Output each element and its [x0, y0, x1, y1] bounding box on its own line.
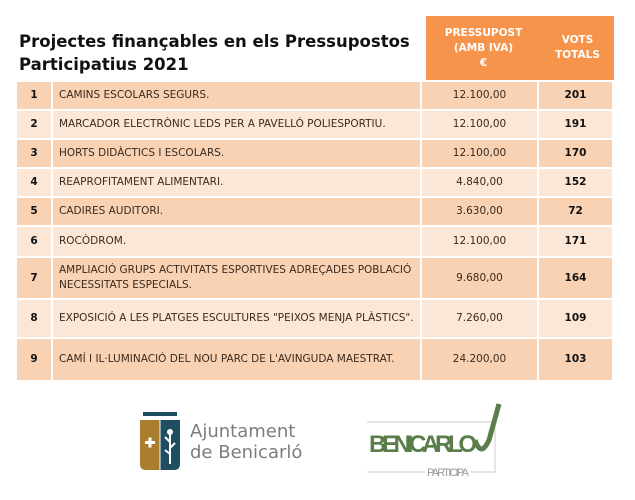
header-budget-line: PRESSUPOST — [444, 26, 523, 39]
table-row: 6 ROCÒDROM. 12.100,00 171 — [15, 225, 614, 258]
project-votes: 72 — [537, 196, 614, 227]
logo-text: Ajuntament — [190, 421, 296, 442]
project-budget: 12.100,00 — [420, 138, 539, 169]
project-budget: 24.200,00 — [420, 337, 539, 382]
project-votes: 191 — [537, 109, 614, 140]
project-votes: 164 — [537, 256, 614, 300]
row-number: 2 — [15, 109, 53, 140]
row-number: 4 — [15, 167, 53, 198]
project-budget: 3.630,00 — [420, 196, 539, 227]
project-votes: 103 — [537, 337, 614, 382]
row-number: 7 — [15, 256, 53, 300]
coat-of-arms-icon — [140, 412, 180, 470]
table-row: 1 CAMINS ESCOLARS SEGURS. 12.100,00 201 — [15, 80, 614, 111]
table-row: 4 REAPROFITAMENT ALIMENTARI. 4.840,00 152 — [15, 167, 614, 198]
page-title: Projectes finançables en els Pressuposto… — [19, 32, 410, 74]
ajuntament-logo: Ajuntament de Benicarló — [140, 412, 302, 472]
project-description: AMPLIACIÓ GRUPS ACTIVITATS ESPORTIVES AD… — [51, 256, 422, 300]
project-budget: 12.100,00 — [420, 80, 539, 111]
project-votes: 171 — [537, 225, 614, 258]
header-votes-line: VOTS — [561, 34, 594, 46]
project-votes: 201 — [537, 80, 614, 111]
project-description: CADIRES AUDITORI. — [51, 196, 422, 227]
table-row: 9 CAMÍ I IL·LUMINACIÓ DEL NOU PARC DE L'A… — [15, 337, 614, 382]
benicarlo-participa-logo: BENICARLO PARTICIPA — [363, 400, 503, 480]
table-row: 2 MARCADOR ELECTRÒNIC LEDS PER A PAVELLÓ … — [15, 109, 614, 140]
table-row: 8 EXPOSICIÓ A LES PLATGES ESCULTURES "PEI… — [15, 298, 614, 339]
project-description: REAPROFITAMENT ALIMENTARI. — [51, 167, 422, 198]
table-row: 7 AMPLIACIÓ GRUPS ACTIVITATS ESPORTIVES A… — [15, 256, 614, 300]
project-votes: 152 — [537, 167, 614, 198]
header-budget: PRESSUPOST (AMB IVA) € — [426, 16, 541, 80]
project-budget: 9.680,00 — [420, 256, 539, 300]
logo-text: de Benicarló — [190, 442, 303, 463]
project-description: MARCADOR ELECTRÒNIC LEDS PER A PAVELLÓ P… — [51, 109, 422, 140]
header-budget-line: (AMB IVA) — [453, 41, 514, 54]
projects-table: 1 CAMINS ESCOLARS SEGURS. 12.100,00 201 2 MAR… — [15, 80, 614, 382]
row-number: 6 — [15, 225, 53, 258]
project-votes: 170 — [537, 138, 614, 169]
header-votes-line: TOTALS — [555, 49, 600, 61]
row-number: 9 — [15, 337, 53, 382]
table-row: 5 CADIRES AUDITORI. 3.630,00 72 — [15, 196, 614, 227]
svg-text:PARTICIPA: PARTICIPA — [427, 467, 470, 479]
row-number: 8 — [15, 298, 53, 339]
row-number: 5 — [15, 196, 53, 227]
project-budget: 12.100,00 — [420, 225, 539, 258]
header-budget-currency: € — [479, 56, 488, 69]
project-description: CAMÍ I IL·LUMINACIÓ DEL NOU PARC DE L'AV… — [51, 337, 422, 382]
project-description: ROCÒDROM. — [51, 225, 422, 258]
project-description: HORTS DIDÀCTICS I ESCOLARS. — [51, 138, 422, 169]
header-votes: VOTS TOTALS — [541, 16, 614, 80]
row-number: 1 — [15, 80, 53, 111]
project-description: EXPOSICIÓ A LES PLATGES ESCULTURES "PEIX… — [51, 298, 422, 339]
row-number: 3 — [15, 138, 53, 169]
project-description: CAMINS ESCOLARS SEGURS. — [51, 80, 422, 111]
table-row: 3 HORTS DIDÀCTICS I ESCOLARS. 12.100,00 170 — [15, 138, 614, 169]
project-budget: 7.260,00 — [420, 298, 539, 339]
project-votes: 109 — [537, 298, 614, 339]
project-budget: 12.100,00 — [420, 109, 539, 140]
svg-text:BENICARLO: BENICARLO — [369, 431, 477, 458]
project-budget: 4.840,00 — [420, 167, 539, 198]
